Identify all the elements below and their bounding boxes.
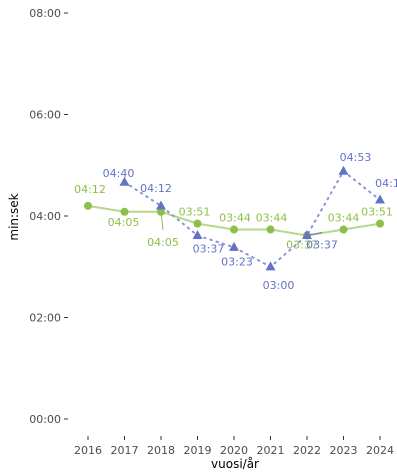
data-label: 04:53 [340,151,372,164]
data-label: 03:51 [179,206,211,219]
data-label: 04:19 [375,177,397,190]
x-tick-label: 2020 [220,444,248,457]
data-point-triangle [119,176,130,186]
data-label: 04:12 [140,182,172,195]
x-tick-label: 2022 [293,444,321,457]
data-point-circle [193,219,202,228]
label-leader-line [160,211,164,230]
x-tick-label: 2019 [184,444,212,457]
x-tick-label: 2021 [257,444,285,457]
data-point-circle [339,225,348,234]
series-line-2 [123,169,381,268]
data-label: 04:40 [103,167,135,180]
data-label: 03:00 [263,279,295,292]
data-point-circle [84,201,92,210]
data-points [84,165,385,271]
y-tick-label: 00:00 [29,413,61,426]
x-axis: 2016 2017 2018 2019 2020 2021 2022 2023 2024 [74,436,394,457]
y-tick-label: 06:00 [29,109,61,122]
data-point-triangle [338,165,349,175]
y-tick-label: 08:00 [29,7,61,20]
data-point-triangle [229,241,239,251]
data-label: 03:23 [221,255,253,268]
x-tick-label: 2024 [366,444,394,457]
y-tick-label: 04:00 [29,210,61,223]
data-label: 03:51 [361,206,393,219]
y-tick-label: 02:00 [29,312,61,325]
x-tick-label: 2018 [147,444,175,457]
data-label: 04:05 [108,216,140,229]
data-label: 04:05 [147,236,179,249]
data-label: 03:44 [256,212,288,225]
x-tick-label: 2017 [111,444,139,457]
x-tick-label: 2023 [330,444,358,457]
data-label: 03:37 [286,238,318,251]
data-point-triangle [375,194,385,204]
y-axis: 00:00 02:00 04:00 06:00 08:00 [29,7,68,426]
data-label: 03:37 [193,242,225,255]
x-axis-title: vuosi/år [211,457,259,471]
data-point-triangle [192,230,203,240]
data-point-triangle [156,200,166,210]
label-leader-line [306,231,323,236]
y-axis-title: min:sek [7,193,21,240]
data-point-triangle [265,261,276,271]
data-label: 03:37 [306,238,338,251]
data-point-circle [376,219,384,228]
data-label: 03:44 [328,212,360,225]
data-point-circle [266,225,275,234]
data-point-circle [120,207,129,216]
data-point-circle [230,225,238,234]
data-label: 03:44 [219,212,251,225]
data-label: 04:12 [74,183,106,196]
x-tick-label: 2016 [74,444,102,457]
data-point-triangle [302,230,312,240]
